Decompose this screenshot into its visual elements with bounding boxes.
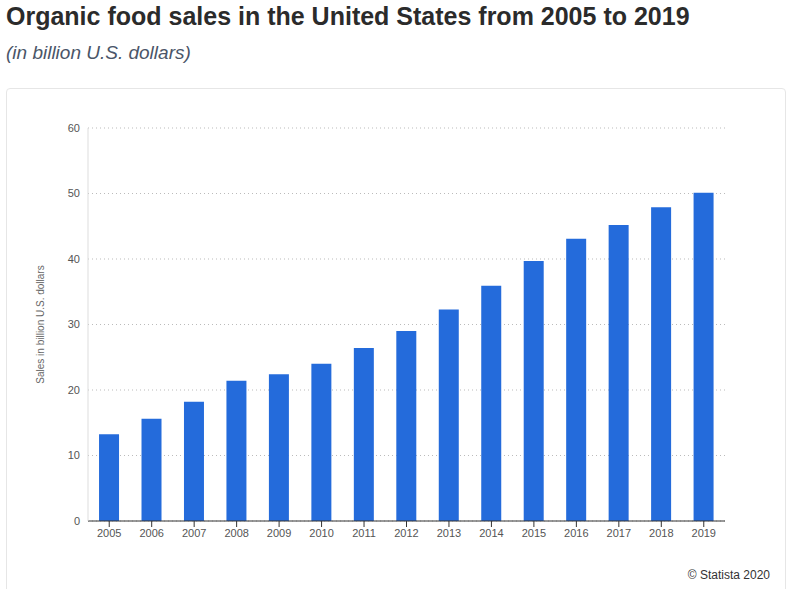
- svg-text:30: 30: [68, 318, 80, 330]
- svg-text:60: 60: [68, 122, 80, 134]
- svg-text:2016: 2016: [564, 527, 588, 539]
- svg-text:2011: 2011: [352, 527, 376, 539]
- html-text:Organic food sales in the Unit: Organic food sales in the United States …: [6, 2, 690, 30]
- svg-text:2009: 2009: [267, 527, 291, 539]
- svg-text:2017: 2017: [607, 527, 631, 539]
- svg-text:2007: 2007: [182, 527, 206, 539]
- svg-text:2012: 2012: [394, 527, 418, 539]
- svg-text:0: 0: [74, 515, 80, 527]
- svg-text:2013: 2013: [437, 527, 461, 539]
- svg-text:2006: 2006: [139, 527, 163, 539]
- svg-text:2005: 2005: [97, 527, 121, 539]
- svg-text:20: 20: [68, 384, 80, 396]
- html-text:© Statista 2020: © Statista 2020: [687, 568, 770, 582]
- svg-text:2010: 2010: [309, 527, 333, 539]
- svg-text:2019: 2019: [692, 527, 716, 539]
- svg-text:50: 50: [68, 187, 80, 199]
- svg-text:Sales in billion U.S. dollars: Sales in billion U.S. dollars: [35, 265, 46, 383]
- svg-text:2014: 2014: [479, 527, 503, 539]
- svg-text:40: 40: [68, 253, 80, 265]
- svg-text:2018: 2018: [649, 527, 673, 539]
- svg-text:2008: 2008: [224, 527, 248, 539]
- svg-text:10: 10: [68, 449, 80, 461]
- svg-text:2015: 2015: [522, 527, 546, 539]
- html-text:(in billion U.S. dollars): (in billion U.S. dollars): [6, 42, 191, 63]
